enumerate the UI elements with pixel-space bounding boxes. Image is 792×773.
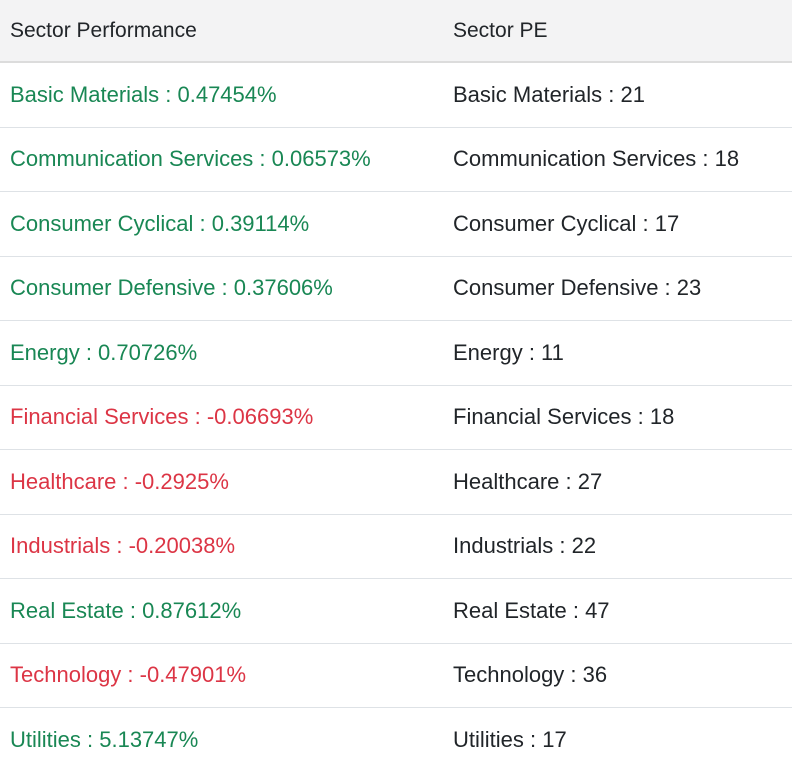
- sector-performance-row-healthcare: Healthcare : -0.2925%: [0, 450, 434, 515]
- sector-performance-row-energy: Energy : 0.70726%: [0, 321, 434, 386]
- sector-pe-row-financial-services: Financial Services : 18: [434, 386, 792, 450]
- sector-performance-row-industrials: Industrials : -0.20038%: [0, 515, 434, 579]
- sector-pe-row-communication-services: Communication Services : 18: [434, 128, 792, 192]
- sector-performance-row-financial-services: Financial Services : -0.06693%: [0, 386, 434, 450]
- sector-pe-rows: Basic Materials : 21 Communication Servi…: [434, 63, 792, 773]
- sector-pe-row-industrials: Industrials : 22: [434, 515, 792, 579]
- sector-performance-row-communication-services: Communication Services : 0.06573%: [0, 128, 434, 192]
- sector-pe-row-technology: Technology : 36: [434, 644, 792, 708]
- sector-pe-row-consumer-defensive: Consumer Defensive : 23: [434, 257, 792, 321]
- sector-pe-header: Sector PE: [434, 0, 792, 63]
- sector-performance-row-real-estate: Real Estate : 0.87612%: [0, 579, 434, 644]
- sector-pe-row-utilities: Utilities : 17: [453, 727, 567, 753]
- sector-performance-row-technology: Technology : -0.47901%: [0, 644, 434, 708]
- sector-performance-row-basic-materials: Basic Materials : 0.47454%: [0, 63, 434, 128]
- sector-performance-row-consumer-defensive: Consumer Defensive : 0.37606%: [0, 257, 434, 321]
- sector-performance-rows: Basic Materials : 0.47454% Communication…: [0, 63, 434, 773]
- sector-pe-table: Sector PE Basic Materials : 21 Communica…: [434, 0, 792, 764]
- sector-pe-row-healthcare: Healthcare : 27: [434, 450, 792, 515]
- sector-pe-row-real-estate: Real Estate : 47: [434, 579, 792, 644]
- sector-pe-row-energy: Energy : 11: [434, 321, 792, 386]
- sector-pe-row-consumer-cyclical: Consumer Cyclical : 17: [434, 192, 792, 257]
- sector-performance-table: Sector Performance Basic Materials : 0.4…: [0, 0, 434, 752]
- sector-pe-row-basic-materials: Basic Materials : 21: [434, 63, 792, 128]
- sector-performance-row-utilities: Utilities : 5.13747%: [10, 727, 199, 753]
- sector-performance-header: Sector Performance: [0, 0, 434, 63]
- sector-performance-row-consumer-cyclical: Consumer Cyclical : 0.39114%: [0, 192, 434, 257]
